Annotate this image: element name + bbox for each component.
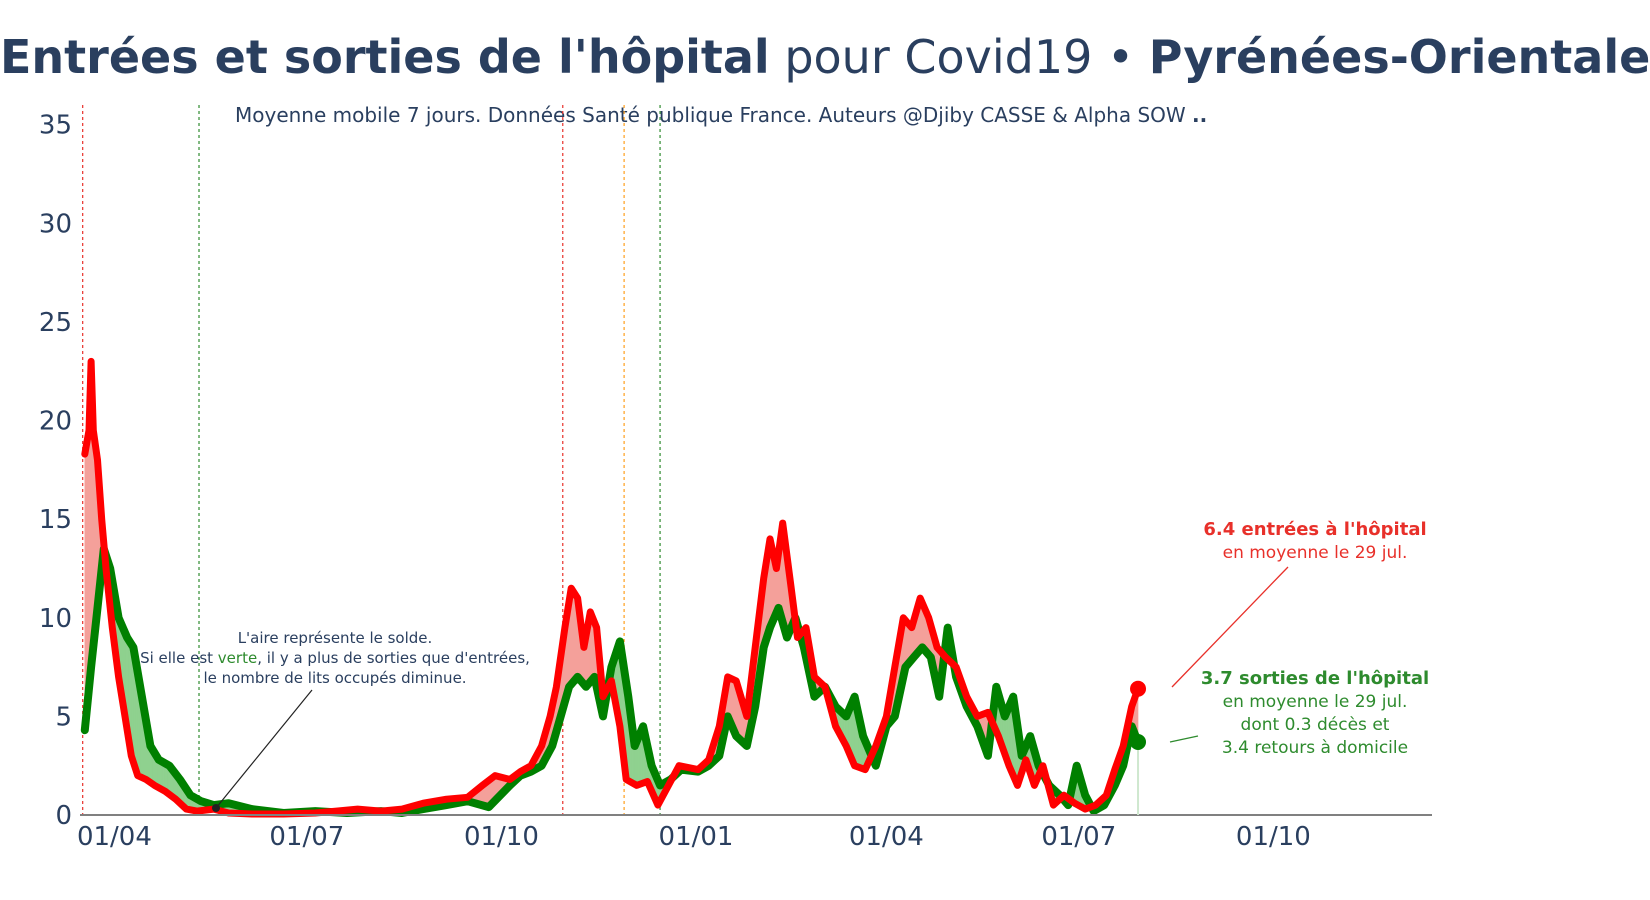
explain-line-1: L'aire représente le solde. (238, 629, 433, 647)
exits-label-sub1: en moyenne le 29 jul. (1223, 692, 1408, 712)
explain-line-2a: Si elle est (140, 649, 218, 667)
x-tick-label: 01/04 (849, 822, 924, 852)
subtitle-suffix: .. (1192, 103, 1208, 127)
chart-title: Entrées et sorties de l'hôpital pour Cov… (0, 30, 1650, 84)
x-tick-label: 01/07 (1041, 822, 1116, 852)
y-tick-label: 5 (55, 702, 72, 732)
y-tick-label: 20 (39, 407, 72, 437)
y-tick-label: 15 (39, 505, 72, 535)
x-tick-label: 01/04 (77, 822, 152, 852)
entries-label-bold: 6.4 entrées à l'hôpital (1203, 519, 1426, 540)
y-axis-ticks: 0 5 10 15 20 25 30 35 (39, 111, 72, 831)
entries-annotation: 6.4 entrées à l'hôpital en moyenne le 29… (1171, 519, 1427, 688)
x-tick-label: 01/07 (269, 822, 344, 852)
y-tick-label: 30 (39, 209, 72, 239)
x-axis-ticks: 01/04 01/07 01/10 01/01 01/04 01/07 01/10 (77, 822, 1311, 852)
series-lines (80, 357, 1142, 818)
entries-end-marker (1130, 680, 1147, 697)
explain-annotation: L'aire représente le solde. Si elle est … (140, 629, 530, 812)
y-tick-label: 10 (39, 604, 72, 634)
series-line-entrees (81, 357, 1142, 818)
exits-label-sub3: 3.4 retours à domicile (1222, 738, 1408, 758)
explain-line-2: Si elle est verte, il y a plus de sortie… (140, 649, 530, 667)
vertical-markers (82, 105, 661, 815)
explain-line-3: le nombre de lits occupés diminue. (203, 669, 466, 687)
title-light: pour Covid19 • (784, 30, 1135, 84)
exits-connector (1169, 735, 1199, 743)
x-tick-label: 01/10 (464, 822, 539, 852)
x-tick-label: 01/10 (1236, 822, 1311, 852)
entries-label-sub: en moyenne le 29 jul. (1223, 543, 1408, 563)
explain-arrow (215, 689, 313, 809)
entries-connector (1171, 566, 1289, 688)
chart-subtitle: Moyenne mobile 7 jours. Données Santé pu… (235, 103, 1207, 127)
subtitle-text: Moyenne mobile 7 jours. Données Santé pu… (235, 103, 1186, 127)
end-markers (1130, 680, 1147, 815)
exits-annotation: 3.7 sorties de l'hôpital en moyenne le 2… (1169, 668, 1429, 758)
explain-line-2c: , il y a plus de sorties que d'entrées, (257, 649, 530, 667)
y-tick-label: 0 (55, 801, 72, 831)
explain-line-2-green: verte (218, 649, 257, 667)
y-tick-label: 35 (39, 111, 72, 141)
exits-label-bold: 3.7 sorties de l'hôpital (1201, 668, 1429, 689)
exits-label-sub2: dont 0.3 décès et (1241, 715, 1390, 735)
balance-areas (84, 361, 1139, 815)
explain-arrow-head (212, 804, 220, 812)
title-bold-1: Entrées et sorties de l'hôpital (0, 30, 770, 84)
exits-end-marker (1130, 734, 1147, 751)
y-tick-label: 25 (39, 308, 72, 338)
x-tick-label: 01/01 (659, 822, 734, 852)
title-bold-2: Pyrénées-Orientales (1148, 30, 1650, 84)
